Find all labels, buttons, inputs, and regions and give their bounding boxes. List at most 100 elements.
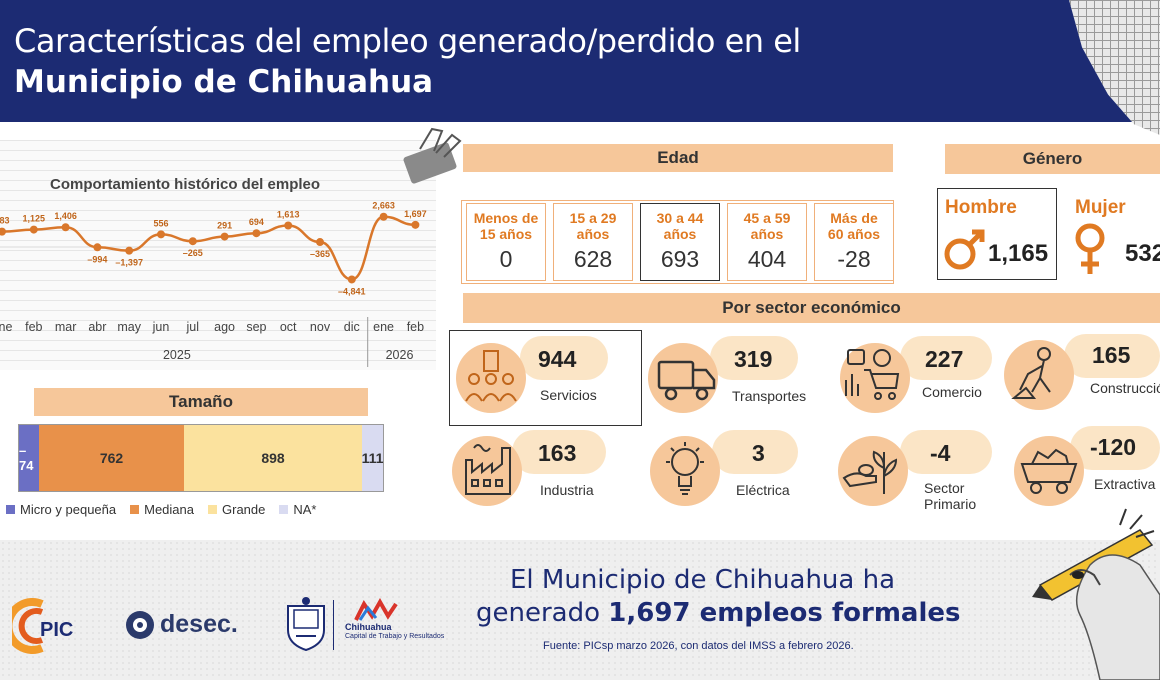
year-group-label: 2025	[163, 348, 191, 362]
legend-item: NA*	[279, 502, 317, 517]
age-box-15-29: 15 a 29 años 628	[553, 203, 633, 281]
legend-item: Mediana	[130, 502, 194, 517]
hombre-box	[937, 188, 1057, 280]
sector-header: Por sector económico	[463, 293, 1160, 323]
footer-prefix: generado	[476, 598, 601, 628]
age-box-30-44: 30 a 44 años 693	[640, 203, 720, 281]
age-label: Más de 60 años	[827, 210, 881, 242]
sector-name: Industria	[540, 482, 594, 498]
sector-name: Sector Primario	[924, 480, 977, 512]
sector-icon-circle	[1014, 436, 1084, 506]
employment-line-chart: 883 1,125 1,406 –994 –1,397 556 –265 291 694 1,61…	[0, 201, 436, 367]
data-point	[284, 221, 293, 230]
x-tick-label: ago	[214, 320, 235, 334]
age-label: 30 a 44 años	[656, 210, 704, 242]
data-value-label: –4,841	[338, 286, 366, 296]
legend-item: Grande	[208, 502, 265, 517]
shopping-cart-icon	[845, 349, 900, 400]
page-title-line2: Municipio de Chihuahua	[14, 64, 434, 100]
svg-text:PIC: PIC	[40, 619, 73, 641]
x-tick-label: jun	[152, 320, 170, 334]
age-value: 404	[747, 246, 787, 272]
age-label: 45 a 59 años	[743, 210, 791, 242]
x-tick-label: ene	[0, 320, 12, 334]
sector-value: 163	[538, 440, 577, 466]
age-box-over-60: Más de 60 años -28	[814, 203, 894, 281]
data-point	[411, 220, 420, 229]
data-value-label: 556	[153, 218, 168, 228]
age-box-under-15: Menos de 15 años 0	[466, 203, 546, 281]
data-point	[220, 232, 229, 241]
sector-name: Transportes	[732, 388, 807, 404]
data-point	[252, 229, 261, 238]
data-value-label: 1,613	[277, 210, 300, 220]
desec-logo-mark	[126, 611, 154, 639]
data-point	[379, 212, 388, 221]
hand-with-pencil-illustration	[1032, 508, 1160, 680]
data-value-label: 883	[0, 216, 10, 226]
x-tick-label: feb	[25, 320, 42, 334]
data-value-label: –365	[310, 249, 330, 259]
data-value-label: –994	[87, 254, 107, 264]
age-value: 628	[573, 246, 613, 272]
municipal-seal-icon	[287, 597, 325, 652]
mujer-value: 532	[1125, 240, 1160, 267]
data-point	[157, 230, 165, 239]
sector-value: 944	[538, 346, 577, 372]
page-title-line1: Características del empleo generado/perd…	[14, 22, 801, 60]
data-value-label: 1,125	[23, 214, 46, 224]
tamano-header: Tamaño	[34, 388, 368, 416]
x-tick-label: abr	[88, 320, 106, 334]
plant-icon	[842, 450, 898, 494]
size-legend: Micro y pequeña Mediana Grande NA*	[6, 502, 317, 517]
age-value: 693	[660, 246, 700, 272]
sector-name: Eléctrica	[736, 482, 790, 498]
age-value: -28	[837, 246, 871, 272]
x-tick-label: jul	[186, 320, 200, 334]
data-value-label: 694	[249, 217, 264, 227]
size-segment: 111	[362, 425, 383, 491]
age-box-45-59: 45 a 59 años 404	[727, 203, 807, 281]
x-tick-label: ene	[373, 320, 394, 334]
legend-label: NA*	[293, 502, 317, 517]
genero-header: Género	[945, 144, 1160, 174]
data-value-label: –1,397	[115, 258, 143, 268]
sector-icon-circle	[456, 343, 526, 413]
mine-cart-icon	[1020, 448, 1078, 494]
chihuahua-logo-text: Chihuahua	[345, 622, 392, 632]
size-segment: 762	[39, 425, 184, 491]
year-group-label: 2026	[386, 348, 414, 362]
sector-value-pill	[712, 430, 798, 474]
sector-name: Extractiva	[1094, 476, 1156, 492]
x-tick-label: sep	[246, 320, 266, 334]
legend-swatch	[130, 505, 140, 514]
sector-value: 227	[925, 346, 964, 372]
data-point	[125, 246, 134, 255]
x-tick-label: nov	[310, 320, 331, 334]
data-value-label: 2,663	[372, 201, 395, 211]
data-point	[61, 223, 70, 232]
chihuahua-capital-logo-mark	[354, 598, 398, 621]
female-symbol-icon	[1075, 223, 1105, 274]
sector-value-pill	[520, 336, 608, 380]
sector-value-pill	[710, 336, 798, 380]
x-tick-label: feb	[407, 320, 424, 334]
legend-item: Micro y pequeña	[6, 502, 116, 517]
header-banner	[0, 0, 1160, 122]
legend-swatch	[6, 505, 15, 514]
chihuahua-logo-tagline: Capital de Trabajo y Resultados	[345, 633, 445, 640]
x-tick-label: oct	[280, 320, 297, 334]
sector-value-pill	[900, 336, 992, 380]
age-value: 0	[499, 246, 513, 272]
footer-source: Fuente: PICsp marzo 2026, con datos del …	[543, 640, 854, 652]
edad-header: Edad	[463, 144, 893, 172]
data-value-label: 291	[217, 221, 232, 231]
sector-name: Comercio	[922, 384, 982, 400]
line-chart-panel	[0, 140, 436, 370]
sector-name: Servicios	[540, 387, 597, 403]
footer-headline-line2: generado 1,697 empleos formales	[476, 598, 961, 628]
age-label: 15 a 29 años	[569, 210, 617, 242]
x-tick-label: may	[117, 320, 141, 334]
size-segment: –74	[19, 425, 39, 491]
size-segment: 898	[184, 425, 362, 491]
